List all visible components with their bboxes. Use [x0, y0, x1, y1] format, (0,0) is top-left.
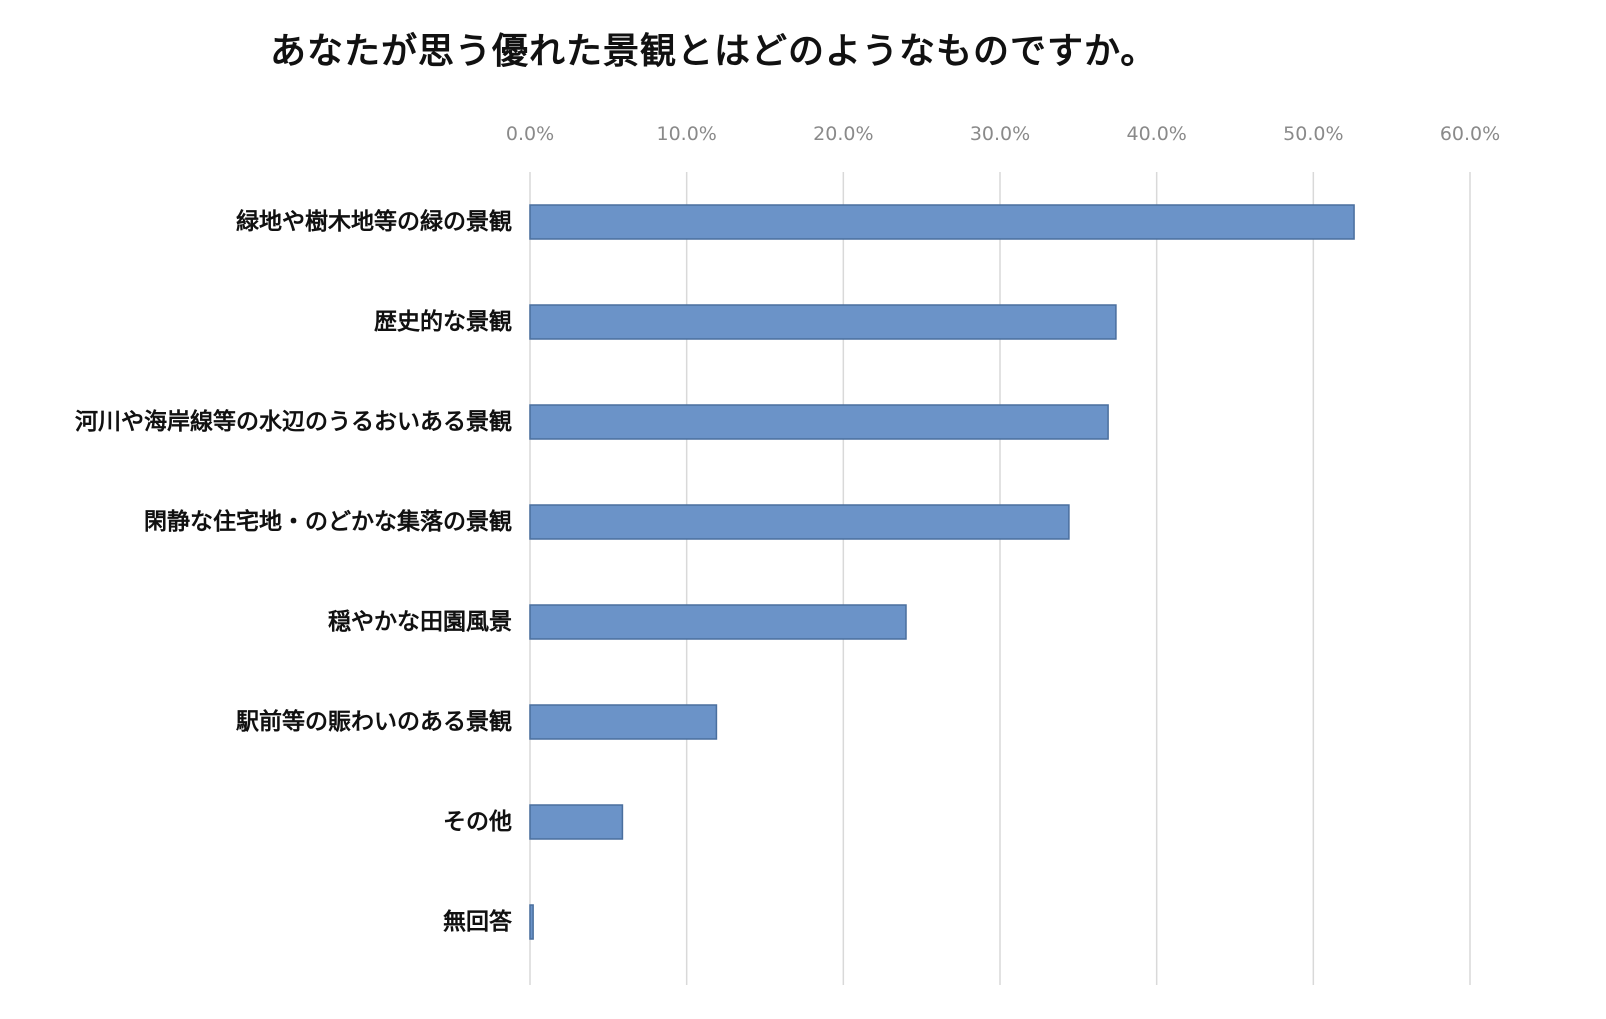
category-label: 閑静な住宅地・のどかな集落の景観 — [144, 508, 512, 535]
bar — [529, 704, 718, 740]
category-label: 駅前等の賑わいのある景観 — [236, 708, 512, 735]
bars — [529, 204, 1355, 940]
x-tick-label: 50.0% — [1283, 123, 1343, 145]
category-label: 河川や海岸線等の水辺のうるおいある景観 — [75, 408, 512, 435]
chart-title: あなたが思う優れた景観とはどのようなものですか。 — [270, 31, 1158, 72]
category-label: 穏やかな田園風景 — [328, 609, 512, 635]
grid-layer — [529, 172, 1471, 985]
bar — [529, 904, 534, 940]
category-label: その他 — [443, 809, 512, 835]
bar — [529, 604, 907, 640]
bar — [529, 404, 1109, 440]
x-axis-ticks: 0.0% 10.0% 20.0% 30.0% 40.0% 50.0% 60.0% — [506, 123, 1500, 145]
category-label: 緑地や樹木地等の緑の景観 — [236, 208, 512, 235]
x-tick-label: 20.0% — [813, 123, 873, 145]
x-tick-label: 40.0% — [1126, 123, 1186, 145]
x-tick-label: 30.0% — [970, 123, 1030, 145]
bar — [529, 804, 624, 840]
bar — [529, 204, 1355, 240]
x-tick-label: 60.0% — [1440, 123, 1500, 145]
x-tick-label: 0.0% — [506, 123, 554, 145]
category-label: 歴史的な景観 — [374, 308, 512, 335]
bar — [529, 504, 1070, 540]
category-label: 無回答 — [443, 908, 513, 935]
bar — [529, 304, 1117, 340]
category-labels: 緑地や樹木地等の緑の景観歴史的な景観河川や海岸線等の水辺のうるおいある景観閑静な… — [75, 208, 513, 935]
x-tick-label: 10.0% — [656, 123, 716, 145]
